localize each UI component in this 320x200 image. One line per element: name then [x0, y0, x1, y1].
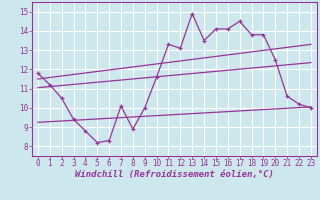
X-axis label: Windchill (Refroidissement éolien,°C): Windchill (Refroidissement éolien,°C) — [75, 170, 274, 179]
